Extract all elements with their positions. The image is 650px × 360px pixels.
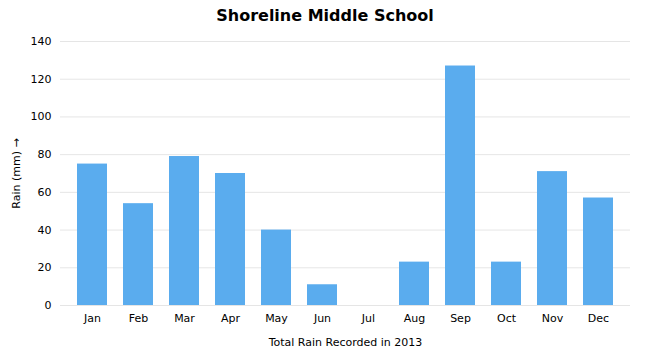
- svg-text:Jun: Jun: [313, 312, 331, 325]
- svg-text:40: 40: [38, 224, 52, 237]
- svg-text:60: 60: [38, 186, 52, 199]
- svg-text:20: 20: [38, 261, 52, 274]
- svg-text:80: 80: [38, 148, 52, 161]
- svg-text:0: 0: [45, 299, 52, 312]
- svg-text:100: 100: [31, 110, 52, 123]
- svg-text:Rain (mm) →: Rain (mm) →: [10, 138, 23, 208]
- svg-text:Mar: Mar: [174, 312, 195, 325]
- svg-text:Oct: Oct: [497, 312, 517, 325]
- svg-text:120: 120: [31, 73, 52, 86]
- svg-text:May: May: [265, 312, 288, 325]
- svg-text:Sep: Sep: [450, 312, 471, 325]
- svg-text:Jan: Jan: [83, 312, 101, 325]
- svg-text:Total Rain Recorded in 2013: Total Rain Recorded in 2013: [268, 336, 423, 349]
- svg-text:Nov: Nov: [542, 312, 564, 325]
- svg-text:Dec: Dec: [588, 312, 609, 325]
- svg-text:140: 140: [31, 35, 52, 48]
- svg-text:Apr: Apr: [221, 312, 241, 325]
- html-text:Shoreline Middle School: Shoreline Middle School: [216, 6, 434, 25]
- svg-text:Jul: Jul: [361, 312, 375, 325]
- svg-text:Feb: Feb: [129, 312, 148, 325]
- svg-text:Aug: Aug: [404, 312, 425, 325]
